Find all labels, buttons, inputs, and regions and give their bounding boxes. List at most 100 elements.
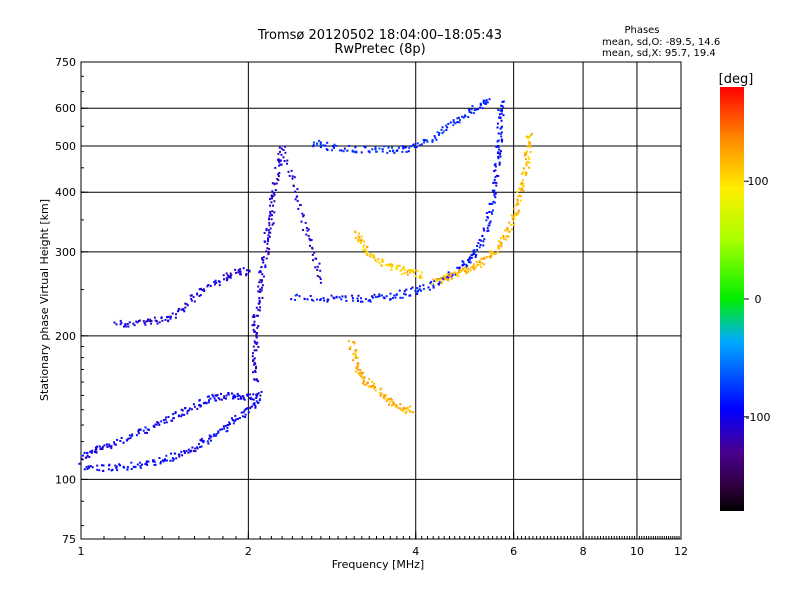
data-point [454,271,456,274]
data-point [137,432,140,435]
data-point [115,323,118,326]
data-point [425,139,428,142]
data-point [361,300,364,303]
data-point [499,109,502,112]
data-point [461,260,464,263]
data-point [119,440,122,442]
data-point [291,175,294,178]
data-point [303,297,306,300]
data-point [405,410,408,413]
data-point [456,274,458,277]
data-point [341,295,344,298]
data-point [458,271,461,274]
data-point [175,313,177,316]
data-point [374,146,377,149]
data-point [356,238,359,241]
data-point [257,392,260,395]
data-point [199,439,202,442]
data-point [245,273,248,275]
data-point [86,468,89,470]
data-point [419,144,421,147]
data-point [406,271,409,274]
data-point [245,274,248,277]
data-point [355,370,358,373]
data-point [305,227,308,229]
data-point [478,246,481,249]
data-point [528,140,530,143]
data-point [101,445,104,448]
data-point [115,465,118,468]
data-point [261,296,264,299]
data-point [85,456,88,459]
data-point [383,395,386,398]
data-point [191,446,194,449]
data-point [254,367,257,370]
data-point [255,365,258,368]
info-line-o: mean, sd,O: -89.5, 14.6 [602,37,720,48]
data-point [379,388,382,391]
data-point [420,143,423,146]
data-point [226,279,228,282]
data-point [291,177,294,180]
colorbar-tick-label: 100 [748,175,769,188]
data-point [479,106,482,109]
data-point [290,298,293,301]
data-point [277,158,280,161]
data-point [150,320,153,322]
data-point [383,394,385,397]
data-point [229,275,232,278]
data-point [387,146,390,149]
data-point [497,240,500,242]
data-point [278,161,281,164]
data-point [225,277,228,280]
data-point [468,256,471,259]
data-point [116,438,119,441]
data-point [257,285,260,288]
data-point [186,304,189,307]
data-point [470,266,473,269]
data-point [253,404,256,407]
data-point [443,277,446,280]
data-point [254,405,257,408]
data-point [498,148,501,151]
data-point [223,427,226,430]
data-point [262,256,265,259]
data-point [146,431,148,434]
data-point [253,330,256,333]
data-point [211,393,214,396]
data-point [198,399,201,401]
data-point [398,407,401,410]
colorbar-tick-label: -100 [746,411,771,424]
data-point [437,283,440,285]
data-point [271,182,274,185]
x-tick-label: 2 [245,545,252,558]
data-point [483,257,486,260]
data-point [487,229,490,232]
data-point [452,119,455,122]
data-point [137,430,140,433]
data-point [246,394,249,397]
data-point [524,170,527,173]
data-point [180,308,183,311]
data-point [496,140,499,143]
data-point [238,394,241,397]
data-point [481,234,484,237]
data-point [414,143,417,145]
data-point [120,437,123,439]
data-point [381,148,384,151]
data-point [237,398,240,400]
data-point [236,392,239,395]
data-point [480,103,482,106]
data-point [527,156,530,159]
data-point [278,146,281,149]
data-point [502,106,505,109]
data-point [408,269,411,272]
data-point [254,362,257,365]
data-point [237,269,240,272]
data-point [231,419,234,421]
data-point [445,129,448,131]
data-point [326,300,329,303]
data-point [446,278,449,281]
data-point [209,439,212,442]
data-point [412,143,415,146]
